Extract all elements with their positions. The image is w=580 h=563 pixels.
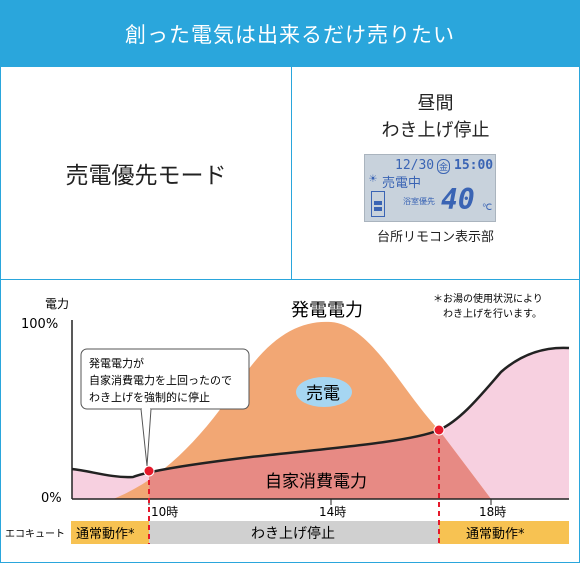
- callout-line: 発電電力が: [89, 356, 144, 370]
- tick-label-14: 14時: [319, 505, 346, 519]
- sale-label: 売電: [306, 384, 340, 404]
- y-top-label: 100%: [21, 317, 58, 332]
- callout-box: [80, 348, 250, 410]
- callout-line: 自家消費電力を上回ったので: [89, 373, 232, 387]
- sun-icon: ☀: [369, 172, 377, 187]
- lcd-unit: ℃: [482, 203, 493, 213]
- crossover-point: [433, 424, 445, 436]
- pink-area-right: [439, 347, 569, 499]
- consumption-label: 自家消費電力: [265, 472, 367, 492]
- callout-pointer: [140, 408, 152, 467]
- y-bottom-label: 0%: [41, 491, 62, 506]
- remote-title-line1: 昼間: [417, 93, 454, 114]
- lcd-temp: 40: [441, 183, 475, 216]
- battery-bar: [374, 207, 382, 211]
- usage-note: ＊お湯の使用状況により: [433, 292, 543, 305]
- tick-label-10: 10時: [151, 505, 178, 519]
- battery-bar: [374, 201, 382, 205]
- crossover-point: [143, 465, 155, 477]
- lcd-mode: 浴室優先: [403, 197, 435, 206]
- tick-label-18: 18時: [479, 505, 506, 519]
- lcd-time: 15:00: [454, 158, 494, 173]
- usage-note: わき上げを行います。: [443, 307, 542, 320]
- lcd-day: 金: [437, 159, 451, 174]
- remote-lcd-display: 12/30 金 15:00 ☀ 売電中 浴室優先 40 ℃: [364, 154, 496, 222]
- ecocute-segment-label: 通常動作*: [76, 527, 135, 542]
- ecocute-segment-normal-1: [71, 521, 149, 544]
- battery-icon: [371, 191, 385, 217]
- remote-title-line2: わき上げ停止: [381, 120, 490, 141]
- ecocute-segment-stop: [149, 521, 439, 544]
- lcd-date: 12/30: [395, 158, 435, 173]
- sale-bubble: [296, 377, 352, 407]
- page-title: 創った電気は出来るだけ売りたい: [1, 1, 579, 67]
- lcd-status: 売電中: [382, 176, 422, 191]
- ecocute-segment-label: わき上げ停止: [251, 525, 335, 542]
- remote-panel: 昼間 わき上げ停止 12/30 金 15:00 ☀ 売電中 浴室優先 40 ℃ …: [292, 67, 579, 279]
- ecocute-label: エコキュート: [5, 529, 65, 540]
- mode-label: 売電優先モード: [1, 67, 292, 279]
- callout-line: わき上げを強制的に停止: [89, 390, 210, 404]
- ecocute-segment-label: 通常動作*: [466, 527, 525, 542]
- y-axis-label: 電力: [45, 297, 69, 311]
- power-chart: 電力 100% 0% 10時 14時 18時 エコキュート 通常動作* わき上げ…: [5, 292, 570, 544]
- remote-caption: 台所リモコン表示部: [376, 230, 494, 245]
- top-panel: 売電優先モード 昼間 わき上げ停止 12/30 金 15:00 ☀ 売電中 浴室…: [1, 67, 579, 280]
- ecocute-segment-normal-2: [439, 521, 569, 544]
- consumption-line: [71, 346, 570, 479]
- generation-label: 発電電力: [291, 300, 363, 321]
- consumption-area: [149, 430, 491, 499]
